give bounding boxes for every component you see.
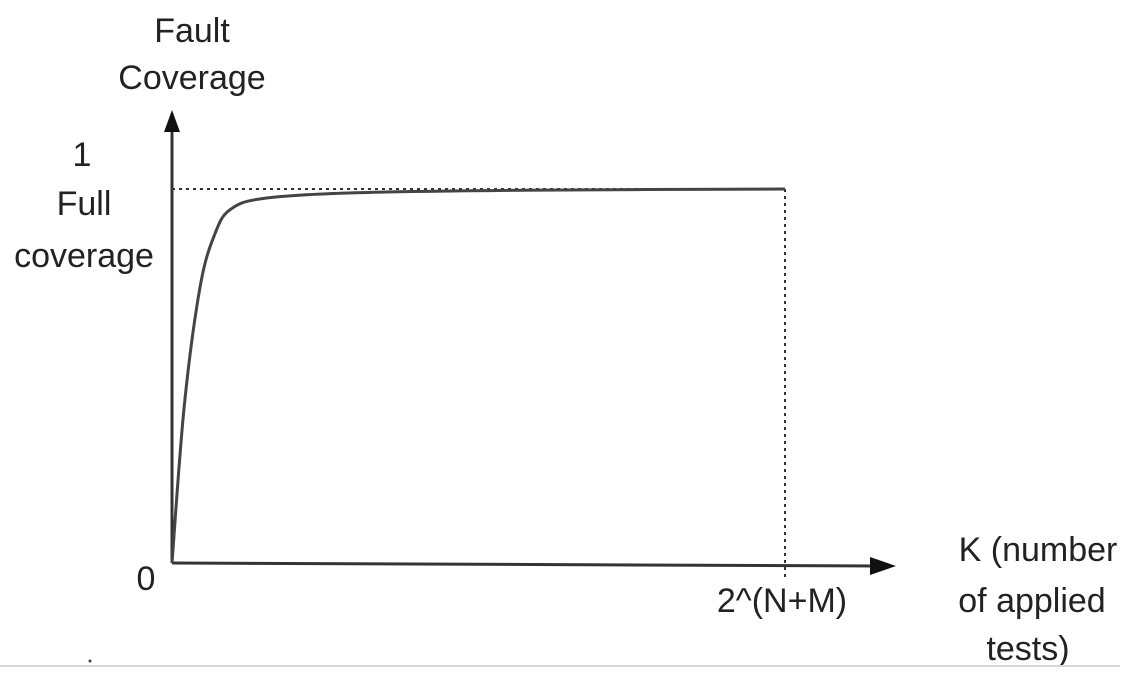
y-annotation-line2: coverage [14,237,154,275]
y-tick-label-0: 0 [137,560,156,598]
stray-dot [88,659,92,663]
x-axis-arrow-icon [870,557,896,575]
y-axis-label-line1: Fault [154,12,230,50]
coverage-curve [170,187,786,564]
x-axis-label-line1: K (number [959,531,1118,569]
y-tick-label-1: 1 [73,136,92,174]
y-axis-arrow-icon [164,110,180,132]
y-annotation-line1: Full [57,185,112,223]
x-tick-label-max: 2^(N+M) [717,582,847,620]
y-axis-label-line2: Coverage [118,59,265,97]
x-axis-label-line3: tests) [986,630,1069,668]
x-axis [171,561,881,568]
x-axis-label-line2: of applied [958,582,1105,620]
